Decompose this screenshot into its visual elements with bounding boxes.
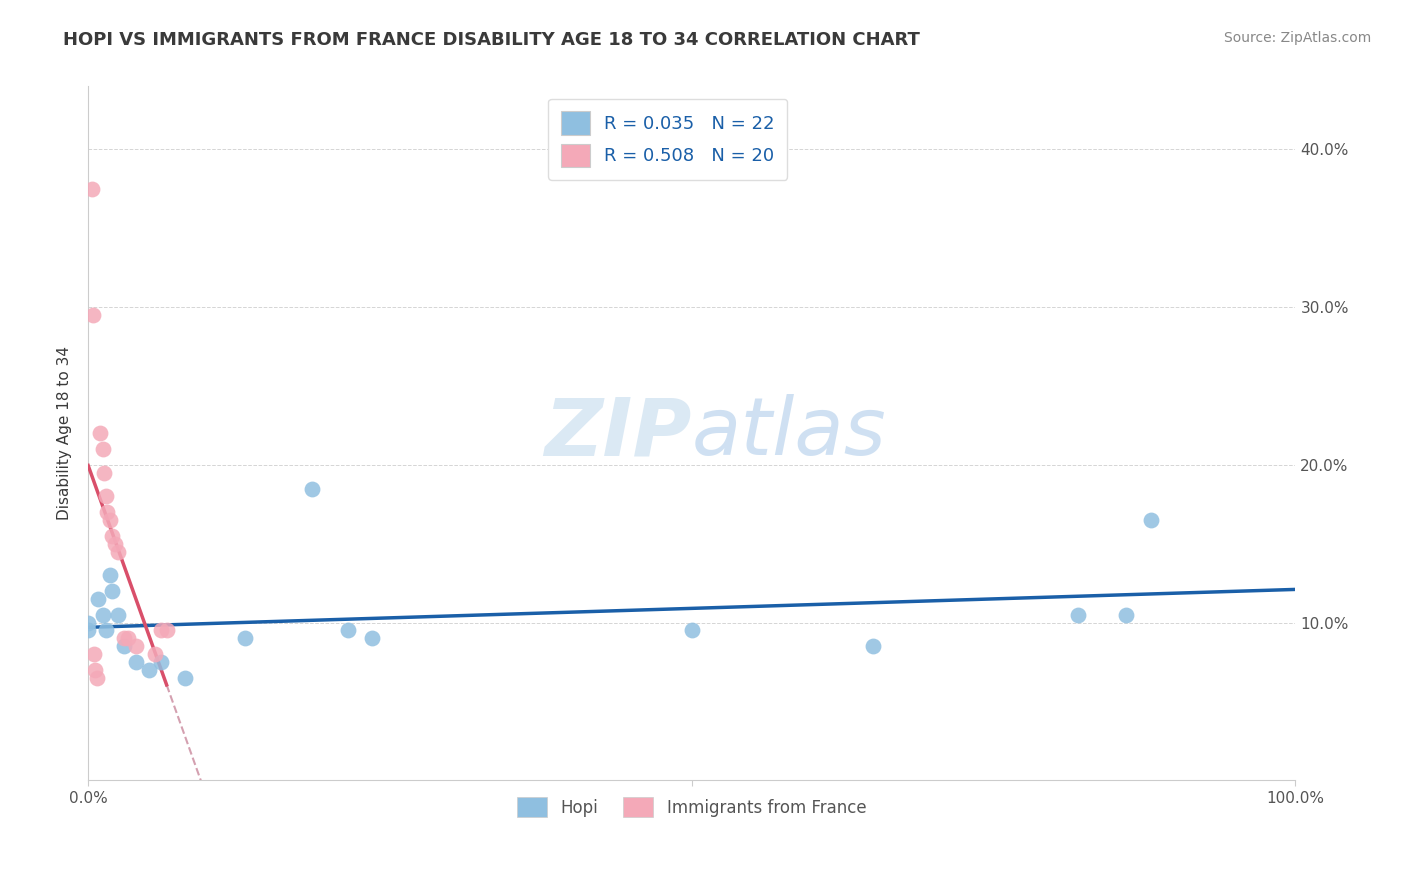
Text: Source: ZipAtlas.com: Source: ZipAtlas.com: [1223, 31, 1371, 45]
Point: [149, 624, 172, 638]
Y-axis label: Disability Age 18 to 34: Disability Age 18 to 34: [58, 346, 72, 520]
Point: [1139, 513, 1161, 527]
Point: [125, 655, 148, 669]
Point: [86, 671, 108, 685]
Point: [143, 647, 166, 661]
Point: [360, 632, 382, 646]
Point: [138, 663, 160, 677]
Text: atlas: atlas: [692, 394, 887, 473]
Point: [96, 505, 118, 519]
Point: [233, 632, 256, 646]
Point: [112, 639, 135, 653]
Point: [336, 624, 359, 638]
Point: [91, 607, 114, 622]
Point: [1067, 607, 1090, 622]
Point: [83, 647, 105, 661]
Point: [117, 632, 139, 646]
Point: [80, 182, 103, 196]
Point: [84, 663, 107, 677]
Point: [301, 482, 323, 496]
Point: [96, 490, 118, 504]
Point: [89, 426, 111, 441]
Point: [149, 655, 172, 669]
Text: HOPI VS IMMIGRANTS FROM FRANCE DISABILITY AGE 18 TO 34 CORRELATION CHART: HOPI VS IMMIGRANTS FROM FRANCE DISABILIT…: [63, 31, 920, 49]
Point: [98, 513, 121, 527]
Point: [77, 615, 100, 630]
Point: [96, 624, 118, 638]
Point: [98, 568, 121, 582]
Point: [101, 529, 124, 543]
Point: [77, 624, 100, 638]
Point: [125, 639, 148, 653]
Point: [862, 639, 884, 653]
Point: [173, 671, 195, 685]
Point: [681, 624, 703, 638]
Text: ZIP: ZIP: [544, 394, 692, 473]
Point: [91, 442, 114, 456]
Legend: Hopi, Immigrants from France: Hopi, Immigrants from France: [510, 790, 873, 824]
Point: [107, 607, 129, 622]
Point: [101, 584, 124, 599]
Point: [107, 544, 129, 558]
Point: [104, 537, 127, 551]
Point: [156, 624, 179, 638]
Point: [93, 466, 115, 480]
Point: [87, 591, 110, 606]
Point: [112, 632, 135, 646]
Point: [82, 308, 104, 322]
Point: [1115, 607, 1137, 622]
